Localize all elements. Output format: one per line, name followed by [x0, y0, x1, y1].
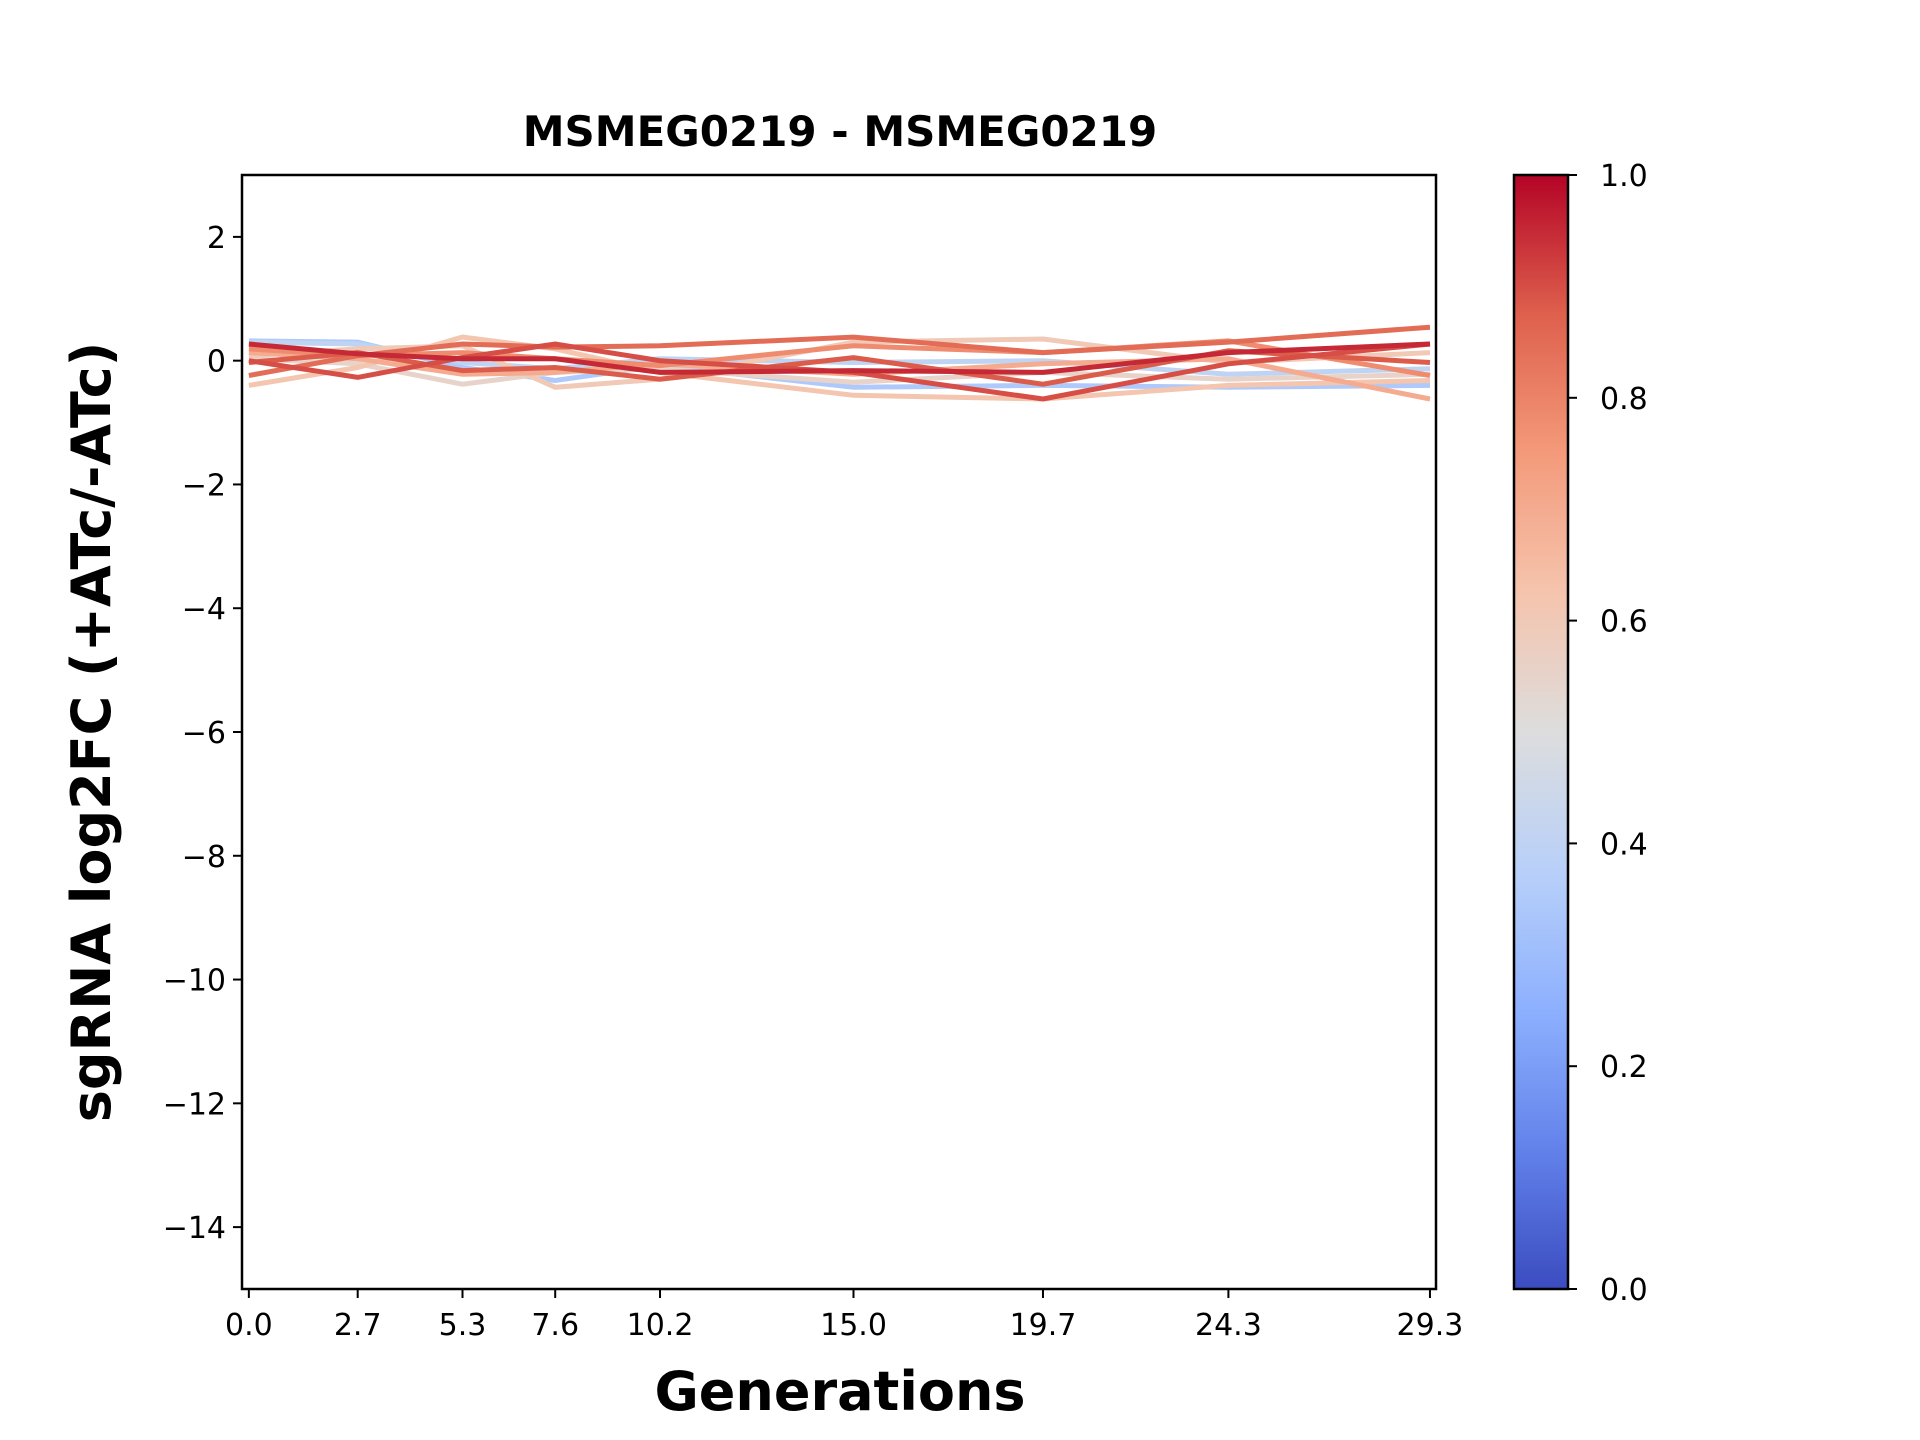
x-tick-label: 15.0	[820, 1308, 887, 1343]
y-tick-label: −8	[182, 840, 226, 875]
colorbar-tick-label: 0.0	[1600, 1273, 1648, 1308]
y-tick-label: −12	[163, 1087, 226, 1122]
colorbar-tick-label: 0.6	[1600, 605, 1648, 640]
x-axis-label: Generations	[654, 1360, 1025, 1423]
series-line-9	[248, 341, 1431, 402]
x-tick-label: 24.3	[1195, 1308, 1262, 1343]
x-axis: 0.0 2.7 5.3 7.6 10.2 15.0 19.7 24.3 29.3	[225, 1289, 1463, 1343]
chart-title: MSMEG0219 - MSMEG0219	[523, 107, 1157, 156]
colorbar-tick-label: 0.4	[1600, 827, 1648, 862]
series-line-10	[248, 341, 1431, 375]
x-tick-label: 19.7	[1010, 1308, 1077, 1343]
y-tick-label: −6	[182, 716, 226, 751]
y-tick-label: −10	[163, 964, 226, 999]
colorbar-tick-label: 0.8	[1600, 382, 1648, 417]
x-tick-label: 10.2	[627, 1308, 694, 1343]
y-tick-label: −2	[182, 468, 226, 503]
colorbar-tick-label: 1.0	[1600, 159, 1648, 194]
y-tick-label: 0	[207, 345, 226, 380]
series-line-8	[248, 348, 1431, 387]
x-tick-label: 7.6	[531, 1308, 579, 1343]
colorbar-ticks: 0.0 0.2 0.4 0.6 0.8 1.0	[1568, 159, 1648, 1308]
colorbar-tick-label: 0.2	[1600, 1050, 1648, 1085]
y-tick-label: −4	[182, 592, 226, 627]
x-tick-label: 0.0	[225, 1308, 273, 1343]
series-lines	[248, 324, 1431, 402]
y-tick-label: −14	[163, 1211, 226, 1246]
colorbar	[1512, 173, 1570, 1291]
y-axis-label: sgRNA log2FC (+ATc/-ATc)	[60, 342, 123, 1123]
x-tick-label: 2.7	[334, 1308, 382, 1343]
x-tick-label: 5.3	[439, 1308, 487, 1343]
y-axis: 2 0 −2 −4 −6 −8 −10 −12 −14	[163, 221, 242, 1246]
series-line-7	[248, 324, 1431, 378]
y-tick-label: 2	[207, 221, 226, 256]
x-tick-label: 29.3	[1397, 1308, 1464, 1343]
